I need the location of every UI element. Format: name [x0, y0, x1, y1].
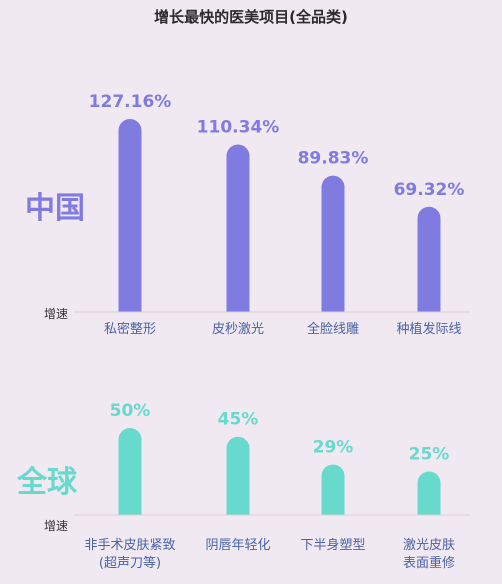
category-label: 表面重修 [403, 555, 455, 571]
category-label: 非手术皮肤紧致 [84, 538, 175, 553]
bar [321, 175, 345, 324]
data-label: 50% [110, 401, 151, 421]
bar [321, 464, 345, 527]
bar [417, 206, 441, 324]
category-label: 下半身塑型 [300, 537, 365, 553]
data-label: 45% [218, 410, 259, 430]
category-label: 种植发际线 [396, 321, 461, 337]
bar [118, 428, 142, 527]
category-label: 全脸线雕 [307, 321, 359, 337]
data-label: 29% [313, 438, 354, 458]
baseline-mask [74, 515, 470, 529]
data-label: 110.34% [197, 118, 280, 138]
data-label: 69.32% [394, 180, 465, 200]
category-label: 皮秒激光 [212, 322, 264, 337]
category-label: 私密整形 [104, 321, 156, 337]
bar [226, 436, 250, 527]
category-label: 阴唇年轻化 [205, 538, 270, 553]
region-label: 中国 [25, 191, 85, 226]
category-label: (超声刀等) [99, 555, 161, 571]
region-label: 全球 [16, 465, 78, 500]
baseline-mask [74, 312, 470, 326]
axis-label: 增速 [44, 307, 68, 321]
data-label: 127.16% [89, 92, 172, 112]
category-label: 激光皮肤 [403, 538, 455, 553]
data-label: 25% [409, 445, 450, 465]
chart-title: 增长最快的医美项目(全品类) [154, 8, 348, 26]
bar [417, 471, 441, 527]
axis-label: 增速 [44, 519, 68, 533]
bar [118, 119, 142, 324]
bar [226, 144, 250, 324]
data-label: 89.83% [298, 149, 369, 169]
